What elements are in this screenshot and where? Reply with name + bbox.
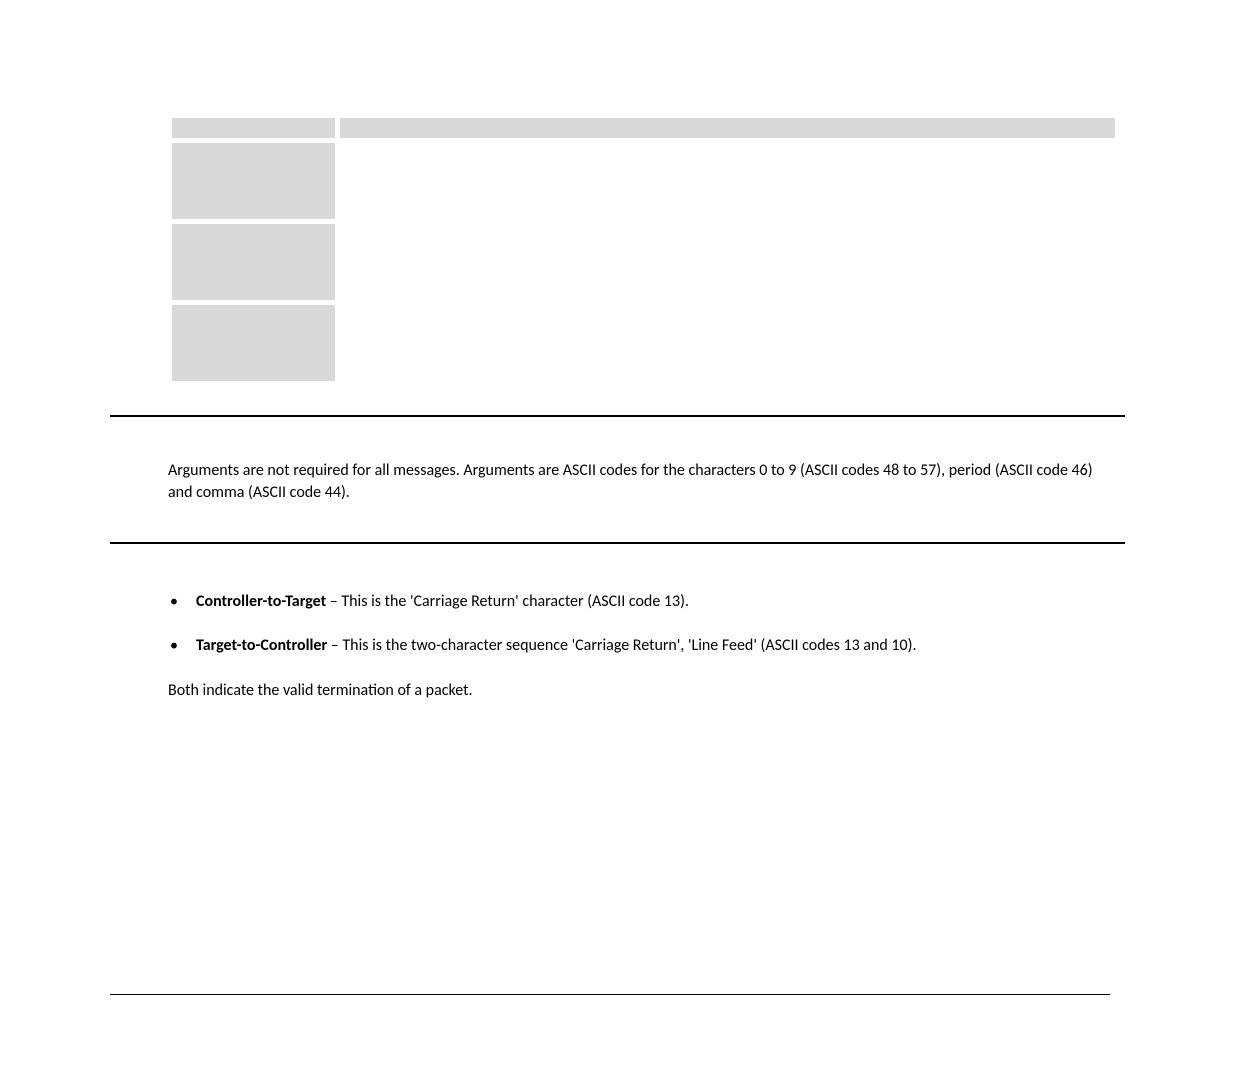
table-row-cell [172,305,335,381]
table-row [172,224,1125,300]
bullet-text: – This is the 'Carriage Return' characte… [326,592,689,611]
section-divider [110,542,1125,544]
table-row [172,143,1125,219]
bullet-bold-label: Controller-to-Target [196,592,326,611]
list-item: Controller-to-Target – This is the 'Carr… [168,591,1125,613]
table-row-cell [172,224,335,300]
data-table [172,118,1125,381]
table-header-cell-1 [172,118,335,138]
closing-paragraph: Both indicate the valid termination of a… [168,680,1125,702]
terminator-list: Controller-to-Target – This is the 'Carr… [168,591,1125,658]
table-header-row [172,118,1125,138]
page-footer-rule [110,994,1110,995]
table-row-cell [172,143,335,219]
bullet-text: – This is the two-character sequence 'Ca… [327,636,916,655]
list-item: Target-to-Controller – This is the two-c… [168,635,1125,657]
section-divider [110,415,1125,417]
table-row [172,305,1125,381]
table-header-cell-2 [340,118,1115,138]
document-page: Arguments are not required for all messa… [0,118,1235,702]
bullet-bold-label: Target-to-Controller [196,636,327,655]
arguments-paragraph: Arguments are not required for all messa… [168,460,1100,505]
